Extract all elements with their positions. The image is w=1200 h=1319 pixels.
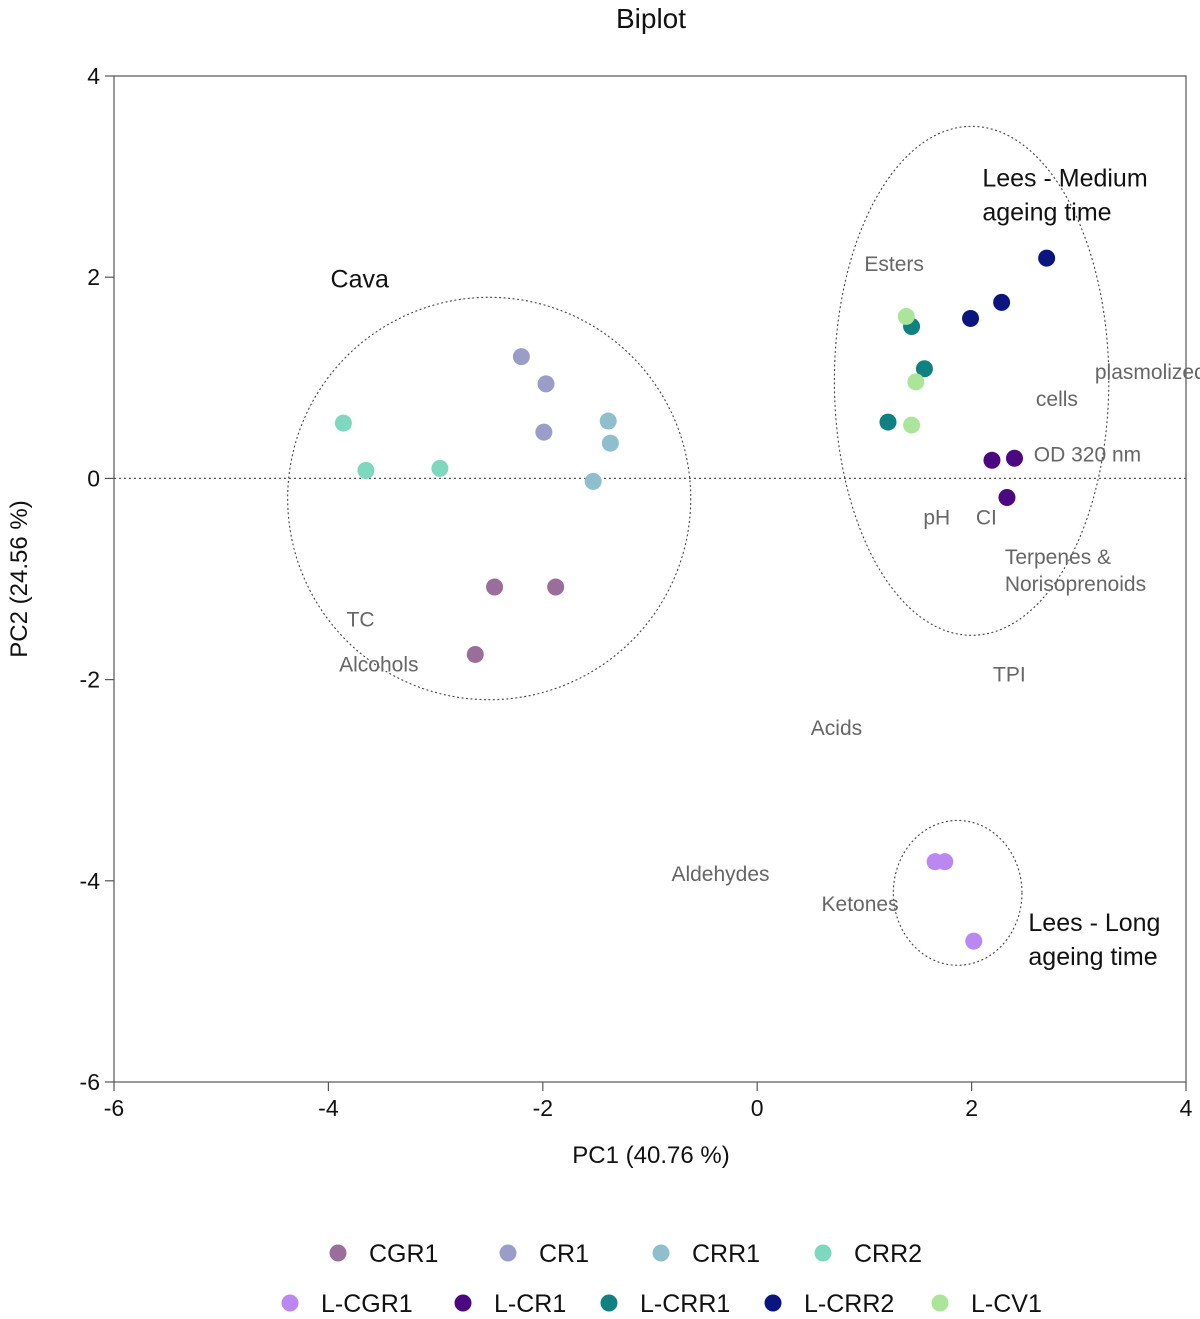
variable-label: Esters — [864, 253, 924, 276]
point-l-cv1 — [907, 373, 925, 391]
group-label: Cava — [331, 265, 389, 293]
variable-label: TPI — [993, 664, 1026, 687]
legend-marker-l-crr1 — [600, 1294, 618, 1312]
variable-label: Ketones — [822, 893, 899, 916]
variable-label: TC — [347, 608, 375, 631]
point-l-cr1 — [998, 489, 1016, 507]
point-crr1 — [584, 472, 602, 490]
legend-marker-cgr1 — [329, 1244, 347, 1262]
y-tick-label: 4 — [87, 63, 100, 89]
legend-label: L-CR1 — [494, 1290, 566, 1318]
legend-label: CGR1 — [369, 1240, 438, 1268]
x-axis-label: PC1 (40.76 %) — [572, 1142, 729, 1169]
point-crr1 — [599, 412, 617, 430]
legend-marker-l-crr2 — [764, 1294, 782, 1312]
x-tick-label: -6 — [104, 1095, 124, 1121]
group-label: Lees - Medium — [982, 165, 1147, 193]
variable-label: Terpenes & — [1005, 546, 1111, 569]
point-l-cv1 — [903, 416, 921, 434]
y-tick-label: -2 — [80, 667, 100, 693]
legend-marker-l-cv1 — [931, 1294, 949, 1312]
x-tick-label: 0 — [751, 1095, 764, 1121]
legend-label: L-CRR2 — [804, 1290, 894, 1318]
legend-label: CRR2 — [854, 1240, 922, 1268]
plot-frame — [113, 75, 1187, 1083]
point-crr1 — [601, 434, 619, 452]
group-label: ageing time — [982, 199, 1111, 227]
point-l-crr2 — [1038, 249, 1056, 267]
variable-label: plasmolized — [1095, 361, 1200, 384]
x-axis: -6 -4 -2 0 2 4 — [104, 1082, 1193, 1121]
variable-label: Aldehydes — [671, 863, 769, 886]
point-cr1 — [537, 375, 555, 393]
group-labels: Cava Lees - Medium ageing time Lees - Long a… — [331, 165, 1161, 971]
point-l-cgr1 — [936, 853, 954, 871]
point-l-crr1 — [879, 413, 897, 431]
legend-label: CR1 — [539, 1240, 589, 1268]
x-tick-label: -2 — [533, 1095, 553, 1121]
chart-title: Biplot — [616, 3, 686, 34]
point-l-cr1 — [1005, 449, 1023, 467]
legend-label: L-CRR1 — [640, 1290, 730, 1318]
y-axis-label: PC2 (24.56 %) — [6, 500, 33, 657]
point-cgr1 — [466, 645, 484, 663]
point-crr2 — [334, 414, 352, 432]
legend-marker-cr1 — [499, 1244, 517, 1262]
y-axis: -6 -4 -2 0 2 4 — [80, 63, 114, 1095]
legend-label: L-CV1 — [971, 1290, 1042, 1318]
point-l-cgr1 — [965, 932, 983, 950]
point-crr2 — [431, 459, 449, 477]
point-cr1 — [535, 423, 553, 441]
point-cgr1 — [486, 578, 504, 596]
legend-marker-l-cr1 — [454, 1294, 472, 1312]
group-label: ageing time — [1028, 943, 1157, 971]
point-cr1 — [512, 348, 530, 366]
y-tick-label: 0 — [87, 465, 100, 491]
point-crr2 — [357, 461, 375, 479]
legend-marker-crr2 — [814, 1244, 832, 1262]
point-l-crr1 — [915, 360, 933, 378]
x-tick-label: -4 — [318, 1095, 339, 1121]
point-l-crr2 — [962, 309, 980, 327]
legend: CGR1 CR1 CRR1 CRR2 L-CGR1 L-CR1 L-CRR1 L-CRR2 L-… — [281, 1240, 1042, 1318]
x-tick-label: 4 — [1180, 1095, 1193, 1121]
group-ellipses — [287, 125, 1110, 966]
group-ellipse — [892, 819, 1023, 966]
y-tick-label: -6 — [80, 1069, 100, 1095]
variable-label: Alcohols — [339, 654, 418, 677]
group-ellipse — [287, 296, 692, 701]
y-tick-label: 2 — [87, 264, 100, 290]
point-cgr1 — [547, 578, 565, 596]
y-tick-label: -4 — [80, 868, 101, 894]
group-ellipse — [833, 125, 1110, 636]
x-tick-label: 2 — [965, 1095, 978, 1121]
variable-label: Acids — [811, 717, 862, 740]
legend-label: CRR1 — [692, 1240, 760, 1268]
variable-label: Norisoprenoids — [1005, 573, 1146, 596]
point-l-crr2 — [993, 293, 1011, 311]
group-label: Lees - Long — [1028, 909, 1160, 937]
variable-label: CI — [976, 507, 997, 530]
legend-marker-l-cgr1 — [281, 1294, 299, 1312]
legend-marker-crr1 — [652, 1244, 670, 1262]
variable-label: OD 320 nm — [1034, 443, 1141, 466]
variable-labels: Esters plasmolized cells OD 320 nm pH CI Terpe… — [339, 253, 1200, 916]
score-points — [334, 249, 1056, 950]
variable-label: pH — [923, 507, 950, 530]
variable-label: cells — [1036, 388, 1078, 411]
point-l-cr1 — [983, 451, 1001, 469]
point-l-cv1 — [897, 307, 915, 325]
legend-label: L-CGR1 — [321, 1290, 413, 1318]
